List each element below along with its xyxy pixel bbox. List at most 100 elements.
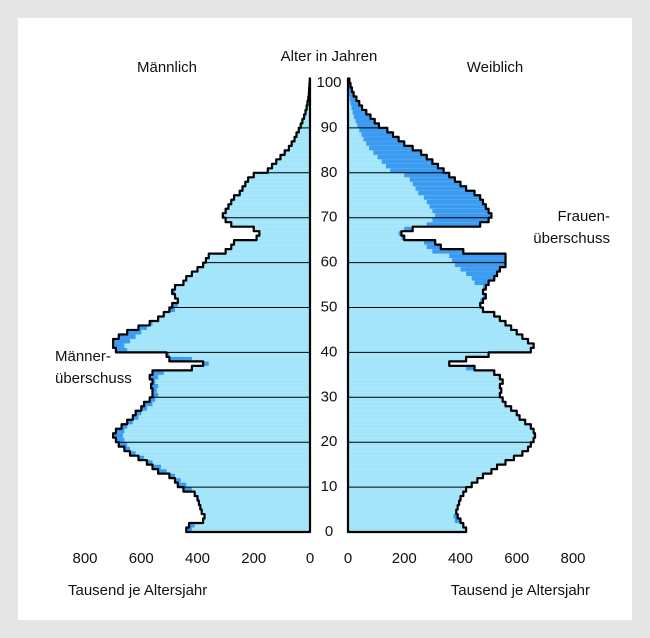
bar (186, 276, 310, 281)
bar (348, 334, 523, 339)
excess-bar (480, 298, 483, 304)
bar (348, 446, 528, 452)
bar (348, 280, 489, 286)
excess-bar (135, 410, 142, 416)
excess-bar (175, 478, 181, 483)
bar (242, 186, 310, 191)
bar (348, 473, 483, 479)
bar (348, 347, 531, 353)
bar (144, 401, 310, 407)
excess-bar (369, 145, 413, 151)
bar (175, 294, 310, 299)
excess-bar (152, 388, 157, 393)
bar (348, 361, 450, 366)
bar (348, 329, 517, 335)
bar (348, 338, 528, 344)
bar (348, 478, 478, 483)
bar (348, 514, 458, 519)
excess-bar (483, 294, 486, 299)
bar (177, 298, 310, 304)
bar (348, 365, 475, 371)
excess-bar (124, 446, 130, 452)
bar (205, 258, 310, 263)
bar (127, 329, 310, 335)
bar (348, 271, 498, 277)
bar (348, 370, 495, 375)
excess-bar (152, 464, 161, 470)
bar (284, 150, 310, 155)
x-axis-label: Tausend je Altersjahr (68, 582, 207, 599)
age-tick-label: 80 (321, 164, 338, 181)
bar (132, 415, 310, 420)
outline (346, 77, 537, 534)
excess-bar (203, 361, 209, 366)
bar (348, 455, 514, 461)
annotation: Frauen- (557, 208, 610, 225)
bar (141, 406, 310, 411)
excess-bar (169, 473, 175, 479)
bar (203, 361, 310, 366)
bar (348, 235, 405, 241)
bar (348, 244, 441, 250)
bar (253, 172, 310, 178)
bar (149, 320, 310, 326)
series-title: Männlich (137, 59, 197, 76)
bar (225, 217, 310, 223)
bar (189, 523, 310, 528)
age-tick-label: 60 (321, 254, 338, 271)
excess-bar (381, 159, 433, 164)
bar (348, 442, 531, 447)
bar (127, 419, 310, 425)
bar (231, 199, 310, 205)
bar (177, 482, 310, 488)
excess-bar (359, 127, 388, 133)
bar (348, 397, 503, 402)
bar (175, 285, 310, 290)
excess-bar (127, 419, 133, 425)
bar (348, 231, 402, 236)
excess-bar (412, 181, 461, 187)
excess-bar (483, 285, 486, 290)
excess-bar (471, 276, 495, 281)
bar (348, 505, 458, 510)
excess-bar (349, 96, 357, 101)
excess-bar (118, 442, 128, 447)
bar (234, 195, 310, 200)
bar (169, 473, 310, 479)
bar (138, 325, 310, 330)
excess-bar (166, 352, 170, 357)
excess-bar (353, 114, 371, 119)
excess-bar (466, 365, 475, 371)
bar (348, 401, 506, 407)
bar (200, 505, 310, 510)
bar (296, 132, 310, 137)
excess-bar (404, 172, 450, 178)
excess-bar (121, 424, 128, 429)
age-tick-label: 10 (321, 478, 338, 495)
excess-bar (113, 343, 125, 348)
bar (348, 226, 413, 232)
excess-bar (454, 262, 506, 268)
bar (151, 383, 310, 389)
bar (348, 217, 489, 223)
bar (348, 428, 534, 434)
bar (348, 294, 486, 299)
bar (288, 145, 310, 151)
bar (348, 307, 483, 312)
bar (245, 181, 310, 187)
bar (186, 527, 310, 532)
excess-bar (132, 415, 139, 420)
bar (348, 518, 461, 524)
bar (348, 186, 467, 191)
bar (280, 154, 310, 160)
bar (348, 204, 486, 209)
excess-bar (385, 163, 438, 169)
excess-bar (152, 379, 156, 384)
x-tick-label: 800 (72, 550, 97, 567)
bar (298, 127, 310, 133)
bar (204, 514, 310, 519)
excess-bar (426, 244, 441, 250)
excess-bar (169, 356, 192, 362)
bar (225, 208, 310, 214)
